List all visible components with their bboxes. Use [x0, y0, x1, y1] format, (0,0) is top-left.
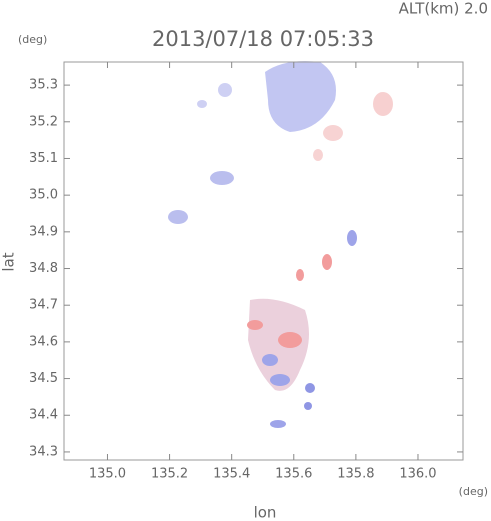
- x-tick-label: 135.4: [213, 467, 250, 482]
- y-tick-label: 35.0: [29, 188, 58, 203]
- x-unit: (deg): [459, 485, 488, 498]
- echo: [278, 332, 302, 348]
- echo: [323, 125, 343, 141]
- x-tick-label: 135.0: [89, 467, 126, 482]
- echoes: [168, 61, 393, 428]
- plot-frame: [63, 61, 464, 461]
- echo: [248, 298, 309, 391]
- echo: [347, 230, 357, 246]
- x-tick-label: 135.2: [151, 467, 188, 482]
- altitude-label: ALT(km) 2.0: [399, 0, 488, 18]
- echo: [270, 420, 286, 428]
- y-tick-label: 35.1: [29, 151, 58, 166]
- x-tick-label: 135.8: [337, 467, 374, 482]
- y-axis-label: lat: [0, 252, 18, 271]
- echo: [197, 100, 207, 108]
- echo: [265, 61, 336, 132]
- echo: [296, 269, 304, 281]
- echo: [304, 402, 312, 410]
- echo: [270, 374, 290, 386]
- echo: [322, 254, 332, 270]
- y-unit: (deg): [18, 33, 47, 46]
- echo: [262, 354, 278, 366]
- y-tick-label: 35.2: [29, 114, 58, 129]
- chart-title: 2013/07/18 07:05:33: [152, 27, 374, 51]
- echo: [313, 149, 323, 161]
- echo: [168, 210, 188, 224]
- echo: [210, 171, 234, 185]
- y-tick-label: 34.6: [29, 334, 58, 349]
- y-tick-label: 34.7: [29, 298, 58, 313]
- echo: [373, 92, 393, 116]
- y-tick-label: 34.4: [29, 408, 58, 423]
- y-tick-label: 35.3: [29, 78, 58, 93]
- x-axis-label: lon: [254, 504, 277, 521]
- y-tick-label: 34.5: [29, 371, 58, 386]
- echo: [247, 320, 263, 330]
- y-tick-label: 34.9: [29, 224, 58, 239]
- x-tick-label: 135.6: [275, 467, 312, 482]
- y-tick-label: 34.3: [29, 444, 58, 459]
- y-tick-label: 34.8: [29, 261, 58, 276]
- echo: [305, 383, 315, 393]
- x-tick-label: 136.0: [399, 467, 436, 482]
- echo: [218, 83, 232, 97]
